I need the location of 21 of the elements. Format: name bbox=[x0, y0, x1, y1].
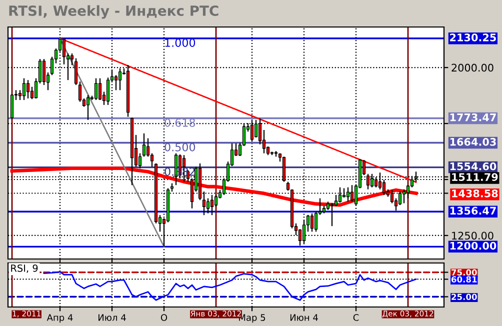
ref-line-label: 1554.60 bbox=[450, 162, 496, 170]
y-tick-label: 2000.00 bbox=[452, 64, 494, 72]
x-tick-label: Июн 4 bbox=[290, 314, 318, 321]
ref-line-label: 1664.03 bbox=[450, 138, 496, 146]
chart-title: RTSI, Weekly - Индекс РТС bbox=[9, 5, 218, 19]
x-tick-label: О bbox=[160, 314, 168, 321]
x-tick-label: С bbox=[353, 314, 359, 321]
y-tick-label: 60.81 bbox=[451, 276, 477, 283]
ref-line-label: 1200.00 bbox=[450, 242, 496, 250]
x-tick-label: Июл 4 bbox=[98, 314, 126, 321]
ref-line-label: 1773.47 bbox=[450, 113, 496, 122]
ref-line-label: 2130.25 bbox=[450, 34, 496, 42]
chart-title: RSI, 9 bbox=[11, 264, 38, 273]
ref-line-label: 1356.47 bbox=[450, 206, 496, 215]
y-tick-label: 75.00 bbox=[452, 269, 477, 276]
y-tick-label: 1250.00 bbox=[452, 232, 494, 240]
x-tick-label: Апр 4 bbox=[46, 314, 73, 323]
annotation: 1.000 bbox=[165, 38, 196, 47]
y-tick-label: 25.00 bbox=[452, 294, 477, 300]
y-tick-label: 1511.79 bbox=[452, 173, 498, 181]
y-tick-label: 1438.58 bbox=[452, 189, 498, 198]
